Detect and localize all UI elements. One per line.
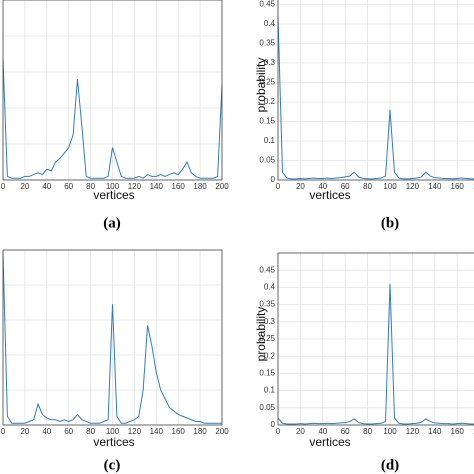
y-tick-label: 0.2	[0, 139, 1, 148]
x-tick-label: 20	[20, 427, 29, 436]
y-tick-label: 0.2	[264, 351, 276, 360]
x-tick-label: 40	[42, 427, 51, 436]
x-tick-label: 180	[473, 427, 474, 436]
x-tick-label: 40	[42, 182, 51, 191]
x-tick-label: 0	[1, 182, 6, 191]
x-tick-label: 80	[363, 182, 372, 191]
x-tick-label: 140	[428, 182, 442, 191]
x-axis-label: vertices	[93, 188, 134, 202]
x-tick-label: 160	[451, 182, 465, 191]
x-tick-label: 100	[383, 182, 397, 191]
x-tick-label: 60	[64, 182, 73, 191]
x-tick-label: 20	[296, 427, 305, 436]
x-tick-label: 100	[106, 427, 120, 436]
axes-frame	[2, 0, 223, 181]
x-axis-label: vertices	[309, 435, 350, 449]
y-tick-label: 1	[0, 0, 1, 4]
y-tick-label: 0.25	[259, 78, 275, 87]
x-tick-label: 60	[64, 427, 73, 436]
x-axis-label: vertices	[309, 188, 350, 202]
caption: (a)	[103, 215, 121, 231]
axes-frame	[277, 0, 474, 181]
x-tick-label: 140	[428, 427, 442, 436]
y-tick-label: 0.1	[264, 386, 276, 395]
y-tick-label: 0.3	[264, 317, 276, 326]
x-tick-label: 80	[363, 427, 372, 436]
y-tick-label: 0.3	[264, 58, 276, 67]
axes-frame	[277, 252, 474, 426]
axes-frame	[2, 249, 223, 426]
x-tick-label: 160	[172, 427, 186, 436]
y-axis-label: probability	[254, 58, 268, 113]
data-line	[277, 16, 474, 180]
y-tick-label: 0.4	[0, 103, 1, 112]
x-tick-label: 0	[276, 182, 281, 191]
caption: (b)	[381, 215, 399, 231]
y-tick-label: 0.45	[259, 0, 275, 9]
x-tick-label: 180	[473, 182, 474, 191]
y-tick-label: 0.15	[259, 117, 275, 126]
x-tick-label: 40	[318, 427, 327, 436]
caption: (c)	[104, 457, 121, 473]
x-tick-label: 120	[406, 182, 420, 191]
x-tick-label: 180	[193, 427, 207, 436]
x-tick-label: 160	[172, 182, 186, 191]
data-line	[2, 59, 223, 179]
x-tick-label: 140	[150, 427, 164, 436]
y-axis-label: probability	[254, 307, 268, 362]
y-tick-label: 0.05	[259, 156, 275, 165]
x-tick-label: 140	[150, 182, 164, 191]
x-tick-label: 100	[106, 182, 120, 191]
y-tick-label: 0.2	[0, 385, 1, 394]
x-tick-label: 180	[193, 182, 207, 191]
x-tick-label: 60	[341, 427, 350, 436]
x-tick-label: 0	[276, 427, 281, 436]
x-tick-label: 80	[86, 427, 95, 436]
y-tick-label: 0.4	[0, 350, 1, 359]
caption: (d)	[381, 457, 399, 473]
x-tick-label: 60	[341, 182, 350, 191]
y-tick-label: 1	[0, 245, 1, 254]
y-tick-label: 0.05	[259, 403, 275, 412]
x-tick-label: 120	[128, 427, 142, 436]
x-tick-label: 200	[215, 182, 229, 191]
y-tick-label: 0.8	[0, 31, 1, 40]
x-tick-label: 20	[20, 182, 29, 191]
y-tick-label: 0.25	[259, 334, 275, 343]
y-tick-label: 0.4	[264, 19, 276, 28]
x-tick-label: 20	[296, 182, 305, 191]
x-tick-label: 160	[451, 427, 465, 436]
x-tick-label: 0	[1, 427, 6, 436]
x-tick-label: 80	[86, 182, 95, 191]
y-tick-label: 0.35	[259, 300, 275, 309]
x-axis-label: vertices	[93, 435, 134, 449]
data-line	[277, 283, 474, 425]
x-tick-label: 100	[383, 427, 397, 436]
data-line	[2, 253, 222, 424]
y-tick-label: 0	[271, 175, 276, 184]
y-tick-label: 0.15	[259, 369, 275, 378]
y-tick-label: 0.1	[264, 136, 276, 145]
y-tick-label: 0.35	[259, 39, 275, 48]
x-tick-label: 120	[128, 182, 142, 191]
y-tick-label: 0.2	[264, 97, 276, 106]
plot-area	[278, 0, 474, 180]
y-tick-label: 0.8	[0, 280, 1, 289]
y-tick-label: 0.45	[259, 265, 275, 274]
x-tick-label: 40	[318, 182, 327, 191]
x-tick-label: 200	[215, 427, 229, 436]
y-tick-label: 0.6	[0, 315, 1, 324]
y-tick-label: 0.6	[0, 67, 1, 76]
x-tick-label: 120	[406, 427, 420, 436]
y-tick-label: 0	[271, 420, 276, 429]
y-tick-label: 0.4	[264, 283, 276, 292]
